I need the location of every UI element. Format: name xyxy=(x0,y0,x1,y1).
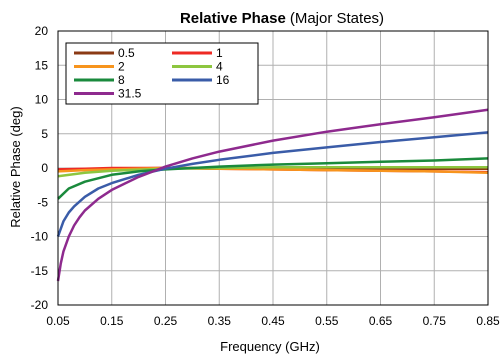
x-tick-label: 0.05 xyxy=(46,314,70,328)
chart-title: Relative Phase (Major States) xyxy=(180,10,384,27)
series-line-3 xyxy=(57,166,488,178)
y-tick-label: -10 xyxy=(31,230,49,244)
legend-label-3: 4 xyxy=(216,60,223,74)
series-lines xyxy=(56,108,489,282)
y-tick-label: -15 xyxy=(31,264,49,278)
x-tick-label: 0.35 xyxy=(208,314,232,328)
x-tick-label: 0.55 xyxy=(315,314,339,328)
y-tick-label: 15 xyxy=(35,58,49,72)
y-tick-label: 0 xyxy=(41,161,48,175)
x-tick-label: 0.75 xyxy=(423,314,447,328)
y-axis-title: Relative Phase (deg) xyxy=(8,106,23,227)
plot-frame xyxy=(57,30,489,306)
tick-labels: 0.05 0.15 0.25 0.35 0.45 0.55 0.65 0.75 0.852015… xyxy=(31,24,500,328)
y-tick-label: -5 xyxy=(37,195,48,209)
legend-label-0: 0.5 xyxy=(118,46,135,60)
legend-label-6: 31.5 xyxy=(118,87,142,101)
x-tick-label: 0.65 xyxy=(369,314,393,328)
x-tick-label: 0.15 xyxy=(100,314,124,328)
chart-title-main: Relative Phase xyxy=(180,10,286,27)
y-tick-label: -20 xyxy=(31,298,49,312)
y-tick-label: 20 xyxy=(35,24,49,38)
legend-label-4: 8 xyxy=(118,73,125,87)
x-tick-label: 0.85 xyxy=(476,314,500,328)
legend-label-5: 16 xyxy=(216,73,230,87)
legend-label-2: 2 xyxy=(118,60,125,74)
chart-subtitle: (Major States) xyxy=(290,10,384,27)
x-tick-label: 0.25 xyxy=(154,314,178,328)
legend-label-1: 1 xyxy=(216,46,223,60)
series-line-6 xyxy=(56,108,489,282)
y-tick-label: 10 xyxy=(35,93,49,107)
x-axis-title: Frequency (GHz) xyxy=(220,339,320,354)
series-line-4 xyxy=(57,157,489,200)
y-tick-label: 5 xyxy=(41,127,48,141)
x-tick-label: 0.45 xyxy=(261,314,285,328)
series-line-2 xyxy=(57,166,489,175)
legend: 0.5 1 2 4 8 16 31.5 xyxy=(65,42,259,105)
